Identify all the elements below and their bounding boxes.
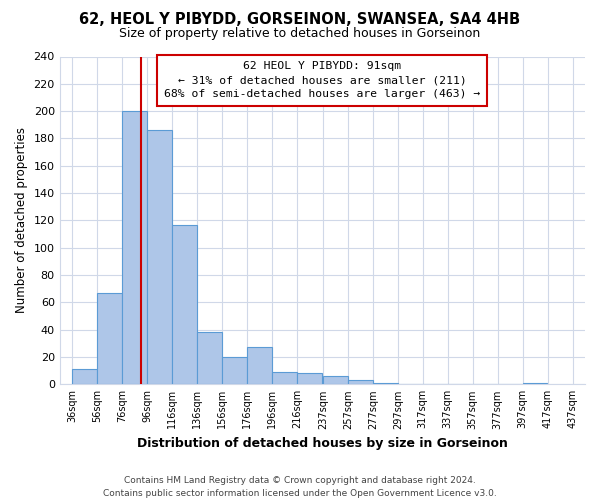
Bar — [73, 370, 97, 384]
Bar — [523, 383, 547, 384]
Bar — [147, 130, 172, 384]
Text: Contains HM Land Registry data © Crown copyright and database right 2024.
Contai: Contains HM Land Registry data © Crown c… — [103, 476, 497, 498]
Bar — [197, 332, 221, 384]
X-axis label: Distribution of detached houses by size in Gorseinon: Distribution of detached houses by size … — [137, 437, 508, 450]
Bar — [297, 374, 322, 384]
Bar — [122, 111, 147, 384]
Bar — [172, 224, 197, 384]
Text: 62, HEOL Y PIBYDD, GORSEINON, SWANSEA, SA4 4HB: 62, HEOL Y PIBYDD, GORSEINON, SWANSEA, S… — [79, 12, 521, 28]
Bar — [247, 348, 272, 385]
Bar — [373, 383, 398, 384]
Bar — [348, 380, 373, 384]
Bar — [272, 372, 296, 384]
Bar — [323, 376, 348, 384]
Y-axis label: Number of detached properties: Number of detached properties — [15, 128, 28, 314]
Text: Size of property relative to detached houses in Gorseinon: Size of property relative to detached ho… — [119, 28, 481, 40]
Bar — [97, 293, 122, 384]
Bar — [222, 357, 247, 384]
Text: 62 HEOL Y PIBYDD: 91sqm
← 31% of detached houses are smaller (211)
68% of semi-d: 62 HEOL Y PIBYDD: 91sqm ← 31% of detache… — [164, 62, 481, 100]
